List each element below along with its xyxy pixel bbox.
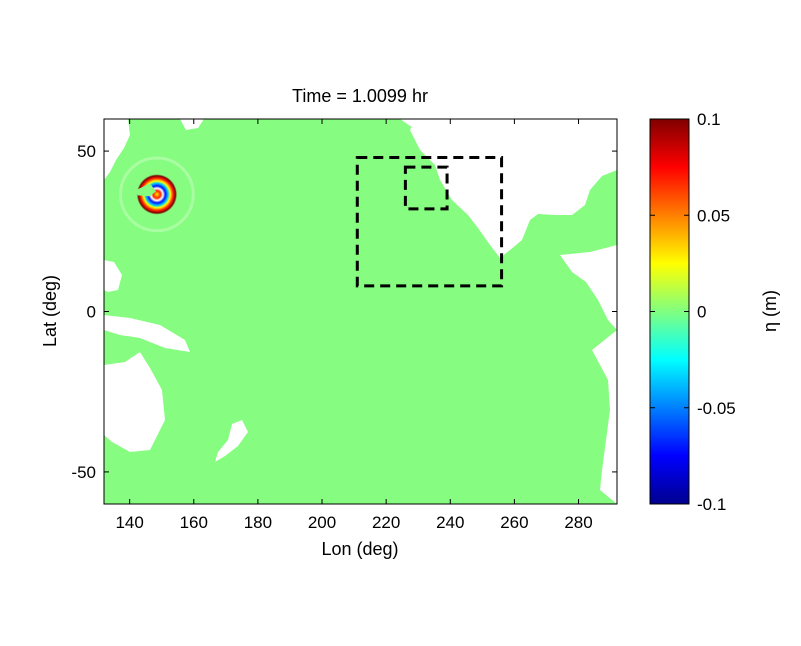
land-caribbean bbox=[560, 245, 617, 330]
x-tick-label: 200 bbox=[308, 513, 336, 532]
colorbar-tick-label: -0.05 bbox=[697, 399, 736, 418]
land-japan bbox=[135, 183, 156, 197]
land-new-zealand bbox=[215, 420, 248, 462]
colorbar-gradient bbox=[649, 118, 690, 505]
x-tick-label: 280 bbox=[564, 513, 592, 532]
land-australia bbox=[104, 352, 165, 452]
x-axis-label: Lon (deg) bbox=[321, 539, 398, 559]
colorbar-tick-label: 0.1 bbox=[697, 110, 721, 129]
chart-title: Time = 1.0099 hr bbox=[292, 86, 428, 106]
land-north-america bbox=[410, 119, 617, 258]
land-alaska-fringe bbox=[400, 119, 430, 128]
y-axis-label: Lat (deg) bbox=[40, 275, 60, 347]
colorbar-ticks: -0.1 -0.05 0 0.05 0.1 bbox=[650, 110, 736, 514]
land-south-america bbox=[592, 330, 617, 504]
land-masses bbox=[104, 119, 617, 504]
land-arctic bbox=[180, 119, 204, 130]
grid-boxes bbox=[355, 156, 504, 288]
land-asia bbox=[104, 119, 130, 180]
y-ticks: -50 0 50 bbox=[71, 142, 617, 482]
land-southeast-asia bbox=[104, 260, 122, 292]
x-tick-label: 220 bbox=[372, 513, 400, 532]
colorbar-label: η (m) bbox=[760, 290, 780, 332]
colorbar-tick-label: -0.1 bbox=[697, 495, 726, 514]
wave-halo bbox=[119, 156, 195, 233]
x-tick-label: 160 bbox=[180, 513, 208, 532]
x-tick-label: 260 bbox=[500, 513, 528, 532]
y-tick-label: 50 bbox=[77, 142, 96, 161]
x-tick-label: 240 bbox=[436, 513, 464, 532]
y-tick-label: -50 bbox=[71, 463, 96, 482]
land-new-guinea bbox=[104, 315, 190, 352]
wave-source bbox=[119, 156, 195, 233]
colorbar-tick-label: 0.05 bbox=[697, 206, 730, 225]
wave-crest bbox=[136, 174, 178, 215]
colorbar: -0.1 -0.05 0 0.05 0.1 η (m) bbox=[649, 110, 780, 514]
colorbar-tick-label: 0 bbox=[697, 303, 706, 322]
x-ticks: 140 160 180 200 220 240 260 280 bbox=[115, 119, 593, 532]
grid-box bbox=[355, 156, 504, 288]
x-tick-label: 180 bbox=[244, 513, 272, 532]
grid-box bbox=[403, 165, 449, 211]
x-tick-label: 140 bbox=[115, 513, 143, 532]
plot-area: 140 160 180 200 220 240 260 280 -50 0 50 bbox=[71, 118, 618, 532]
y-tick-label: 0 bbox=[87, 303, 96, 322]
